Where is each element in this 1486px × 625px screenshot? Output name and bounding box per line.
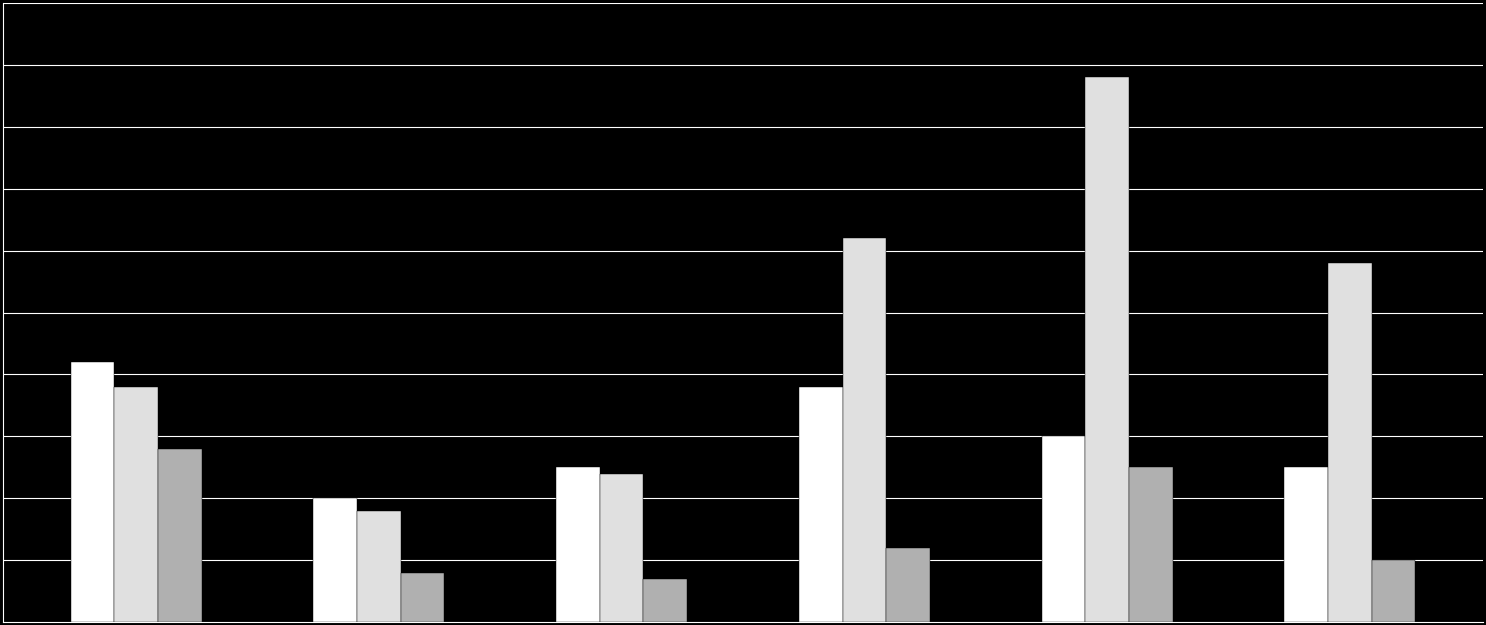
Bar bbox=[1085, 77, 1129, 622]
Bar bbox=[1284, 468, 1328, 622]
Bar bbox=[357, 511, 401, 622]
Bar bbox=[314, 498, 357, 622]
Bar bbox=[71, 362, 114, 622]
Bar bbox=[600, 474, 643, 622]
Bar bbox=[643, 579, 687, 622]
Bar bbox=[799, 387, 843, 622]
Bar bbox=[1372, 560, 1415, 622]
Bar bbox=[1129, 468, 1172, 622]
Bar bbox=[158, 449, 202, 622]
Bar bbox=[114, 387, 158, 622]
Bar bbox=[1328, 263, 1372, 622]
Bar bbox=[556, 468, 600, 622]
Bar bbox=[1042, 436, 1085, 622]
Bar bbox=[886, 548, 930, 622]
Bar bbox=[401, 572, 444, 622]
Bar bbox=[843, 238, 886, 622]
